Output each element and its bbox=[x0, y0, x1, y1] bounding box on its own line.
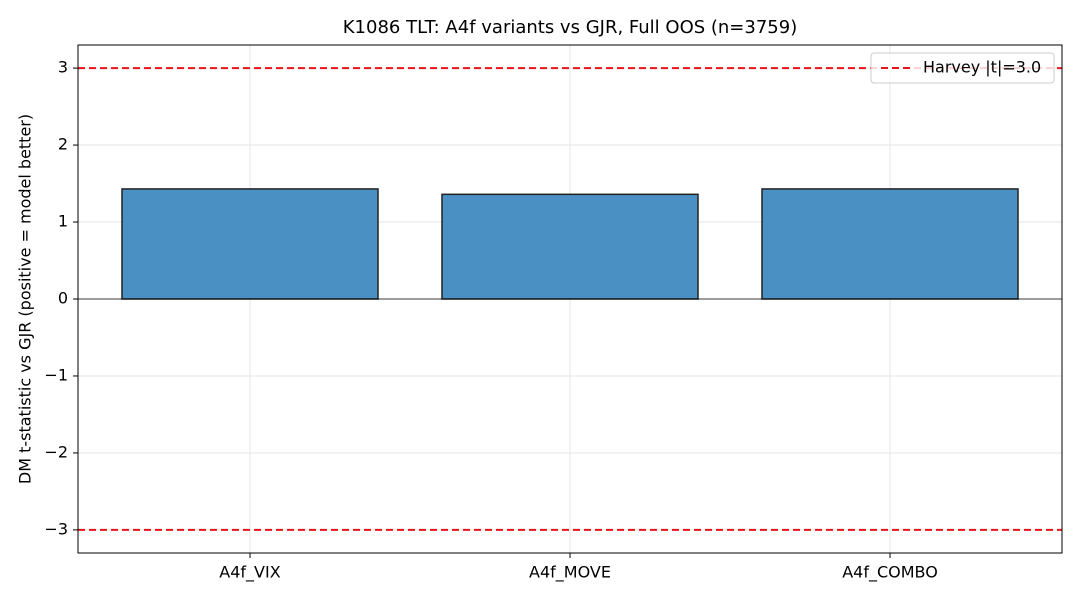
y-tick-label: 1 bbox=[58, 212, 68, 231]
legend-box bbox=[870, 52, 1055, 84]
x-tick-label: A4f_MOVE bbox=[529, 563, 611, 583]
y-tick-label: 3 bbox=[58, 58, 68, 77]
y-tick-label: −2 bbox=[44, 442, 68, 461]
chart-title: K1086 TLT: A4f variants vs GJR, Full OOS… bbox=[343, 17, 797, 38]
legend-label: Harvey |t|=3.0 bbox=[923, 58, 1041, 77]
y-tick-label: 2 bbox=[58, 135, 68, 154]
y-axis-label: DM t-statistic vs GJR (positive = model … bbox=[16, 114, 35, 484]
x-tick-label: A4f_VIX bbox=[219, 563, 280, 583]
bar bbox=[761, 188, 1019, 300]
bar bbox=[441, 193, 699, 300]
y-tick-label: 0 bbox=[58, 289, 68, 308]
y-tick-label: −3 bbox=[44, 519, 68, 538]
bar bbox=[121, 188, 379, 300]
x-tick-label: A4f_COMBO bbox=[842, 563, 938, 583]
y-tick-label: −1 bbox=[44, 365, 68, 384]
marks bbox=[78, 67, 1062, 531]
